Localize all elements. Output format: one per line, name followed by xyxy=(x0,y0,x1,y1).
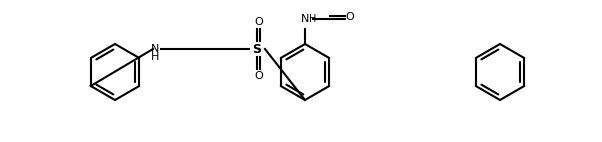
Text: O: O xyxy=(255,17,263,27)
Text: H: H xyxy=(309,14,317,24)
Text: H: H xyxy=(151,52,159,62)
Text: S: S xyxy=(252,42,261,56)
Text: N: N xyxy=(301,14,309,24)
Text: O: O xyxy=(346,12,355,22)
Text: O: O xyxy=(255,71,263,81)
Text: N: N xyxy=(151,44,159,54)
